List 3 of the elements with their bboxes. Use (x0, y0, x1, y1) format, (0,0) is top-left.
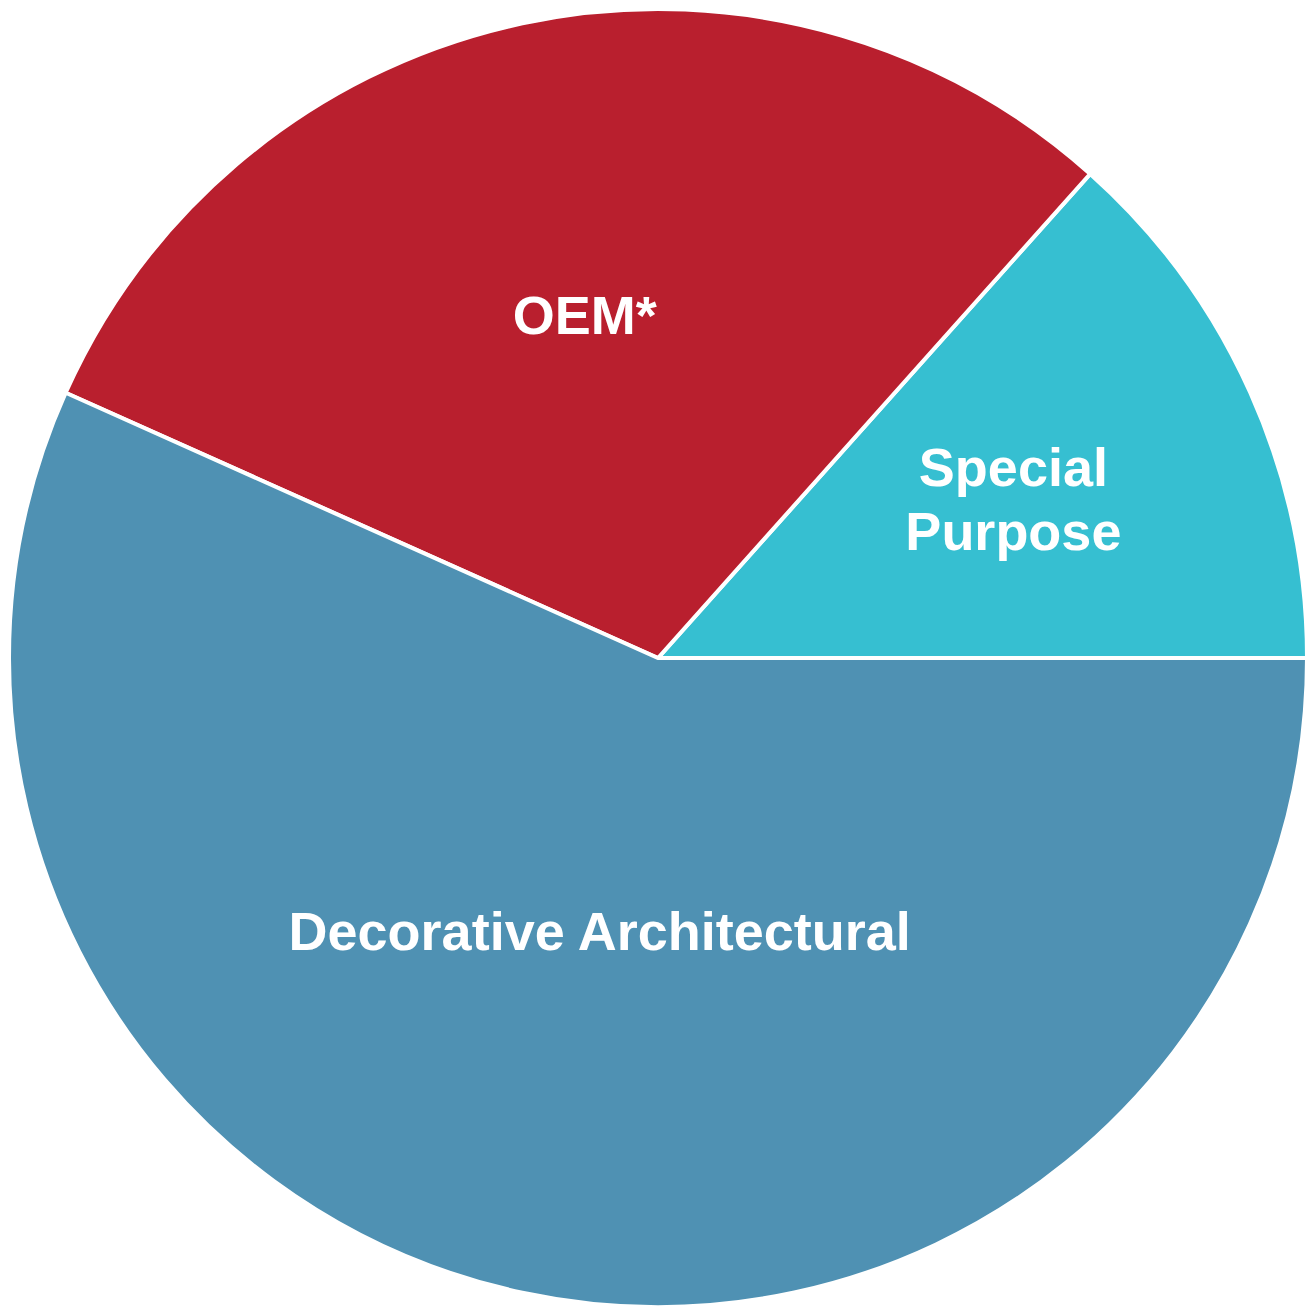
slice-label: Decorative Architectural (288, 900, 911, 961)
slice-label: Special Purpose (905, 436, 1122, 561)
slice-label: OEM* (512, 285, 657, 346)
